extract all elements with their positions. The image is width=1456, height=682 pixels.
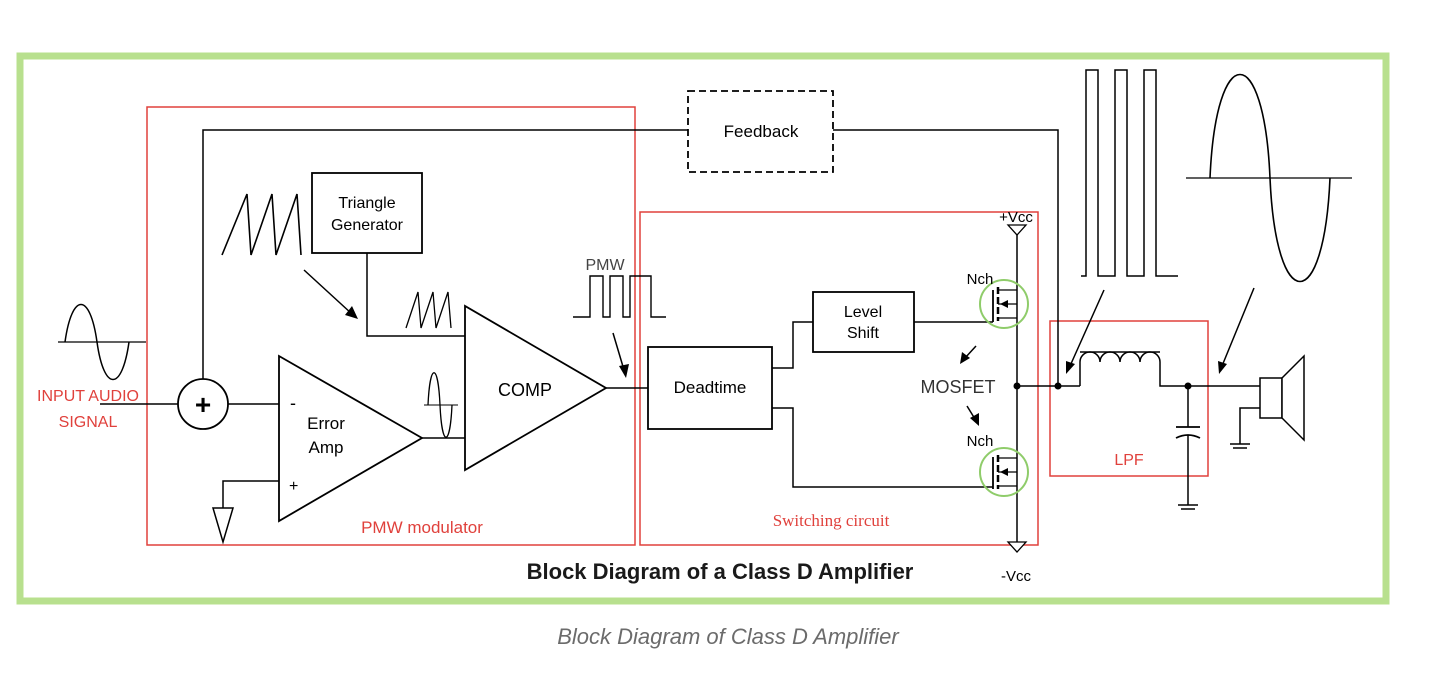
input-label-line2: SIGNAL [59,414,118,431]
deadtime-block [647,346,773,430]
deadtime-to-level-shift-line [772,321,813,369]
vcc-minus-label: -Vcc [1001,568,1032,585]
level-shift-label-line1: Level [844,304,882,321]
vcc-plus-label: +Vcc [999,209,1033,226]
error-amp-minus: - [290,393,296,413]
triangle-generator-label-line1: Triangle [338,195,395,212]
pmw-modulator-label: PMW modulator [361,518,483,537]
deadtime-to-low-mosfet-line [772,407,993,488]
triangle-generator [311,172,423,254]
mosfet-arrow-down-head [970,413,979,426]
diagram-title: Block Diagram of a Class D Amplifier [527,559,914,584]
low-mosfet-highlight [979,447,1029,497]
pwm-output-pulses [1081,69,1178,277]
feedback-line-right [833,129,1059,386]
inductor-to-speaker-line [1159,362,1260,387]
comparator-label: COMP [498,380,552,400]
switching-circuit-region [639,211,1039,546]
vcc-plus-symbol [1006,224,1028,236]
deadtime-label: Deadtime [674,378,747,397]
pulses-arrowhead [1066,361,1075,374]
feedback-block [687,90,834,173]
lpf-label: LPF [1114,452,1144,469]
speaker-ground-line [1239,407,1260,444]
output-wave-arrowhead [1218,361,1227,374]
error-amp-plus: + [289,478,298,495]
low-side-mosfet [992,455,1017,489]
figure-caption: Block Diagram of Class D Amplifier [557,624,899,649]
pulses-arrow [1069,289,1105,367]
triangle-wave-arrow [303,269,353,315]
mosfet-arrow-up-head [960,352,970,364]
high-mosfet-highlight [979,279,1029,329]
inductor [1079,351,1161,363]
high-side-mosfet [992,287,1017,322]
pmw-modulator-region [146,106,636,546]
mosfet-label: MOSFET [921,377,996,397]
comparator [464,304,608,472]
lpf-region [1049,320,1209,477]
triangle-wave-large [221,193,302,256]
pmw-arrowhead [619,364,629,378]
switching-circuit-label: Switching circuit [773,511,890,530]
feedback-node-dot [1054,382,1062,390]
error-amp-label-line2: Amp [309,438,344,457]
triangle-wave-small [405,291,452,329]
error-amp [278,354,424,523]
feedback-line-left [202,129,688,379]
level-shift-label-line2: Shift [847,325,880,342]
sum-symbol: + [195,389,211,420]
error-amp-ground-line [222,480,279,508]
triangle-generator-label-line2: Generator [331,217,404,234]
output-wave-arrow [1221,287,1255,367]
diagram-frame [16,52,1390,605]
switch-node-dot [1013,382,1021,390]
ground-symbol-left [211,507,235,545]
triangle-wave-arrowhead [345,306,358,319]
nch-bottom-label: Nch [967,433,994,450]
speaker-icon [1259,354,1305,442]
triangle-gen-to-comp-line [366,253,465,337]
pmw-arrow [612,332,625,371]
error-amp-label-line1: Error [307,414,345,433]
nch-top-label: Nch [967,271,994,288]
pmw-square-wave [573,275,666,318]
level-shift-block [812,291,915,353]
vcc-minus-symbol [1006,541,1028,553]
input-label-line1: INPUT AUDIO [37,388,139,405]
feedback-label: Feedback [724,122,799,141]
pmw-wave-label: PMW [585,257,625,274]
